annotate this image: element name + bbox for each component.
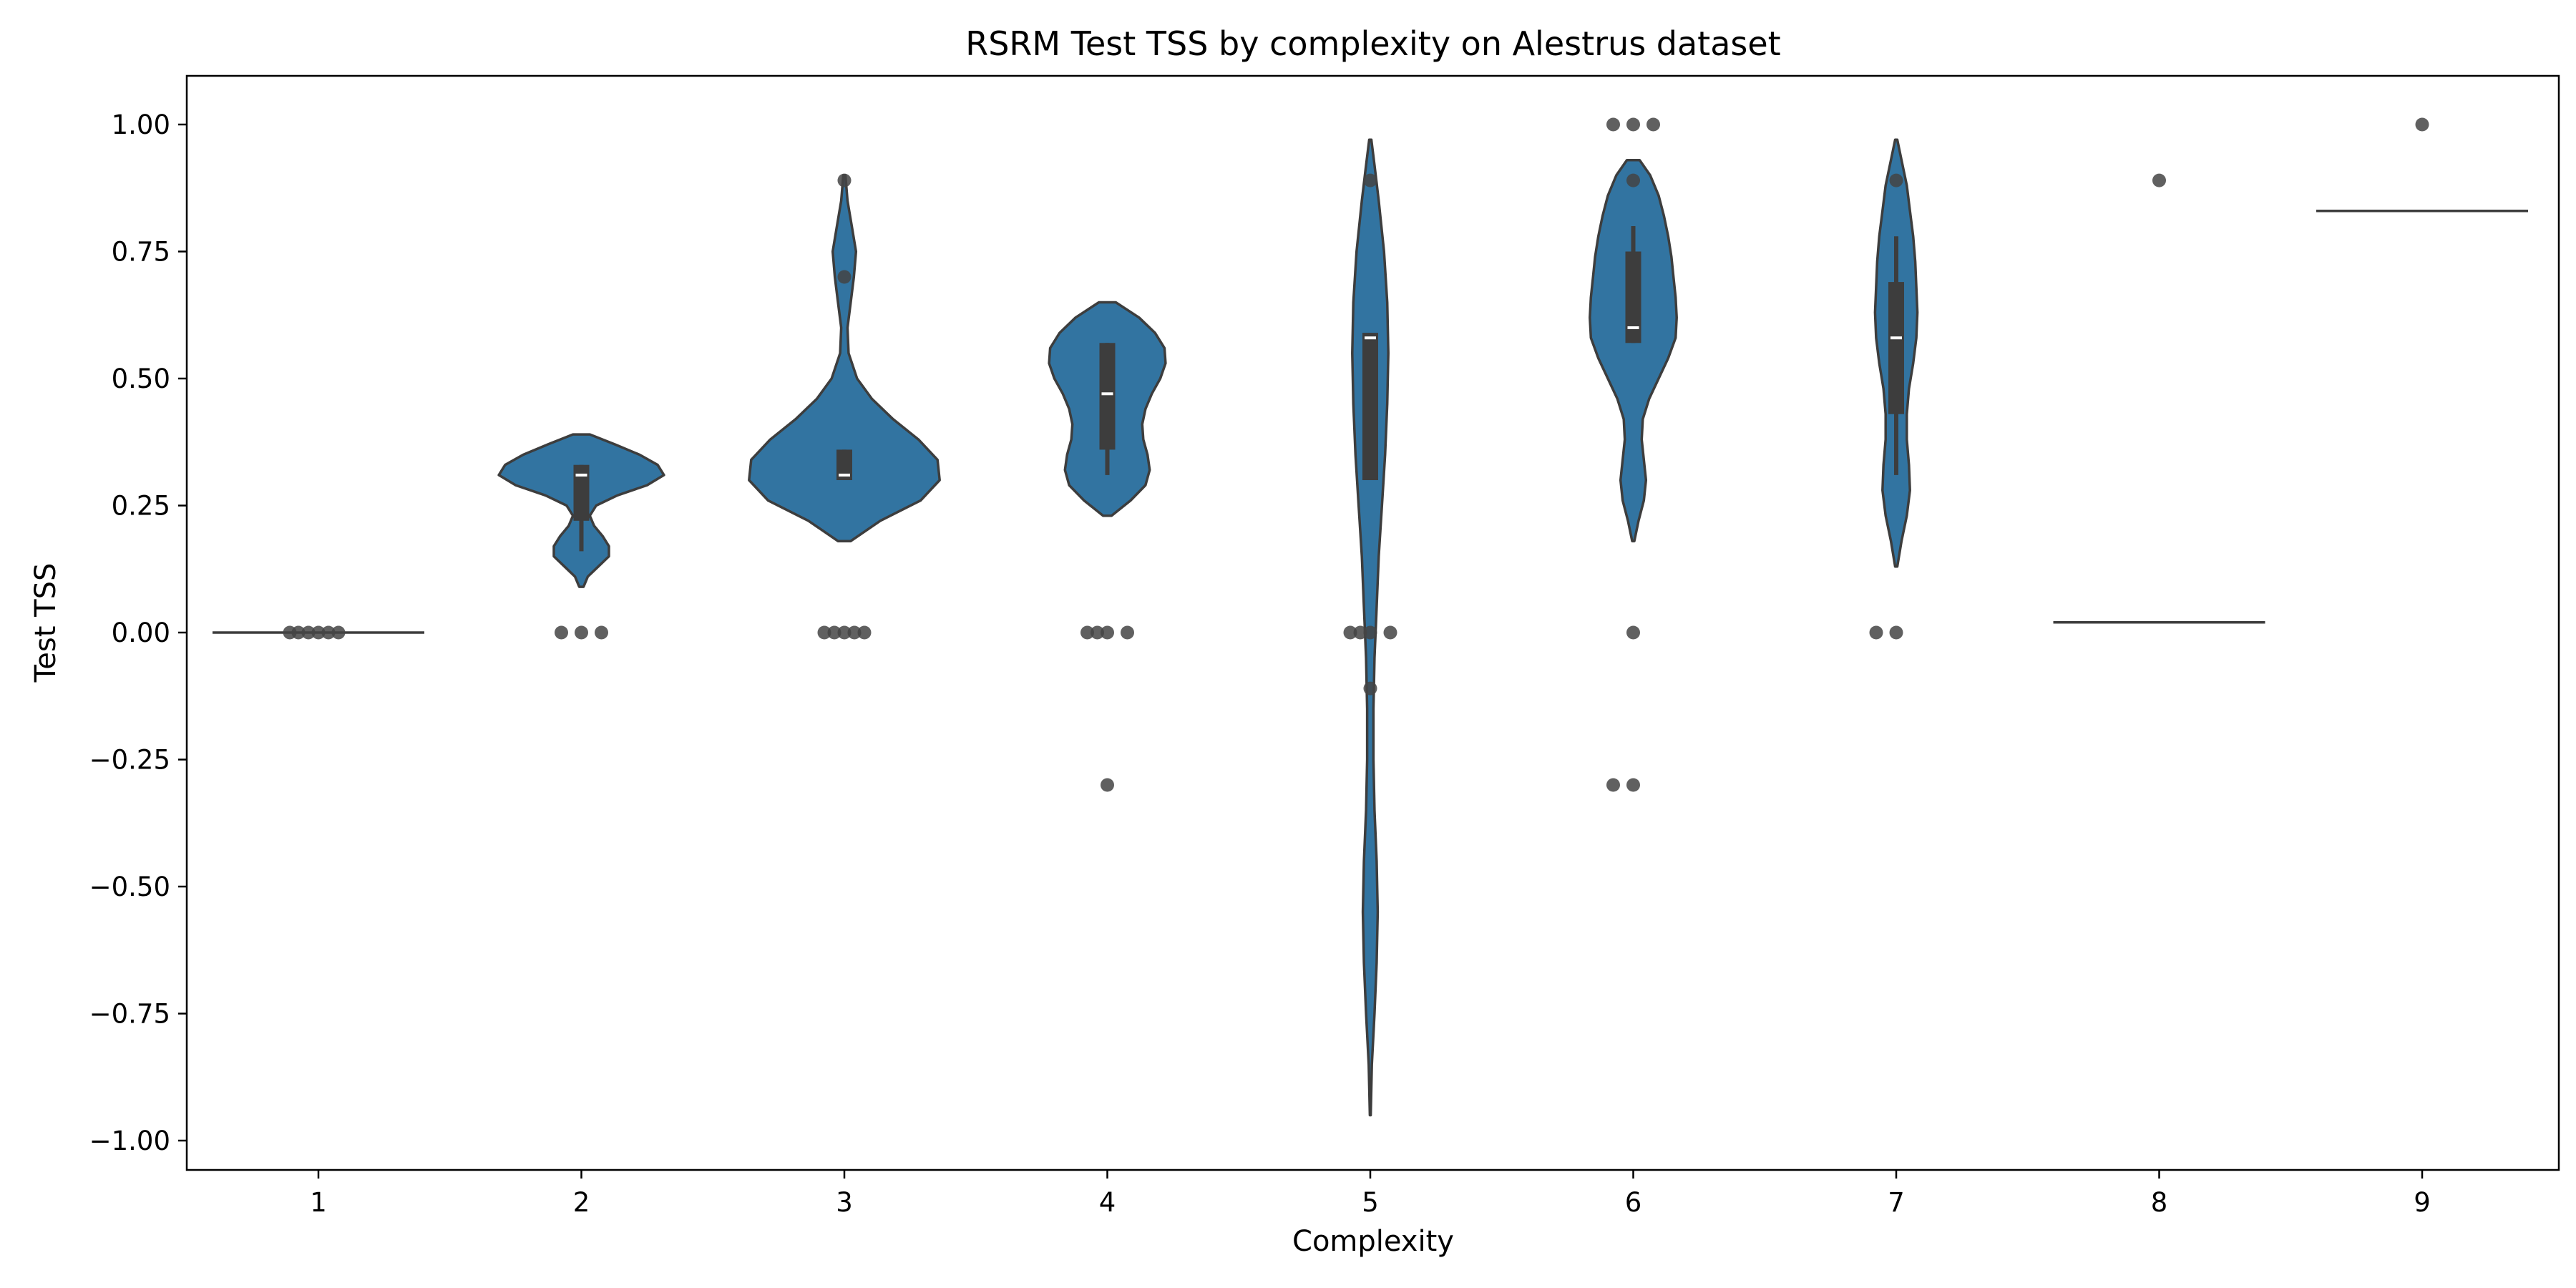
data-point bbox=[321, 625, 336, 640]
data-point bbox=[1626, 173, 1640, 187]
y-tick-label: −0.50 bbox=[89, 872, 170, 902]
y-axis-label: Test TSS bbox=[29, 563, 62, 683]
data-point bbox=[1353, 625, 1367, 640]
x-tick-label: 4 bbox=[1099, 1187, 1116, 1218]
violin-group-2 bbox=[497, 433, 665, 640]
violin-group-3 bbox=[748, 173, 941, 640]
data-point bbox=[1363, 625, 1377, 640]
x-tick-label: 7 bbox=[1888, 1187, 1905, 1218]
data-point bbox=[595, 625, 608, 640]
y-tick-label: 0.25 bbox=[112, 491, 170, 522]
violin-box bbox=[573, 464, 590, 521]
data-point bbox=[301, 625, 316, 640]
violin-group-8 bbox=[2053, 173, 2265, 624]
data-point bbox=[1889, 173, 1903, 187]
y-axis: 1.00 0.75 0.50 0.25 0.00 −0.25 −0.50 −0.75 −1.00 bbox=[89, 109, 187, 1156]
plot-area bbox=[213, 117, 2528, 1117]
x-tick-label: 6 bbox=[1625, 1187, 1642, 1218]
y-tick-label: 0.75 bbox=[112, 237, 170, 268]
data-point bbox=[1363, 173, 1377, 187]
data-point bbox=[283, 625, 297, 640]
data-point bbox=[2415, 117, 2429, 132]
data-point bbox=[1343, 625, 1357, 640]
violin-box bbox=[1625, 251, 1641, 343]
x-tick-label: 5 bbox=[1362, 1187, 1379, 1218]
x-axis-label: Complexity bbox=[1292, 1225, 1454, 1258]
x-axis: 1 2 3 4 5 6 7 8 9 bbox=[310, 1170, 2431, 1218]
x-tick-label: 2 bbox=[573, 1187, 590, 1218]
violin-box bbox=[836, 449, 852, 480]
x-tick-label: 3 bbox=[836, 1187, 853, 1218]
data-point bbox=[817, 625, 831, 640]
data-point bbox=[331, 625, 346, 640]
data-point bbox=[1646, 117, 1660, 132]
y-tick-label: −0.75 bbox=[89, 999, 170, 1030]
violin-box bbox=[1362, 333, 1378, 480]
data-point bbox=[827, 625, 841, 640]
data-point bbox=[1626, 625, 1640, 640]
data-point bbox=[1383, 625, 1397, 640]
violin-group-5 bbox=[1343, 138, 1397, 1117]
data-point bbox=[1606, 117, 1620, 132]
data-point bbox=[1121, 625, 1134, 640]
data-point bbox=[837, 173, 852, 187]
data-point bbox=[1626, 778, 1640, 792]
data-point bbox=[1889, 625, 1903, 640]
violin-group-9 bbox=[2316, 117, 2528, 213]
data-point bbox=[837, 270, 852, 284]
y-tick-label: 1.00 bbox=[112, 109, 170, 140]
y-tick-label: −0.25 bbox=[89, 745, 170, 776]
violin-group-7 bbox=[1869, 138, 1919, 640]
y-tick-label: 0.50 bbox=[112, 364, 170, 394]
data-point bbox=[555, 625, 568, 640]
data-point bbox=[1101, 778, 1114, 792]
x-tick-label: 8 bbox=[2151, 1187, 2168, 1218]
data-point bbox=[1869, 625, 1883, 640]
violin-group-1 bbox=[213, 625, 424, 640]
data-point bbox=[857, 625, 872, 640]
plot-frame bbox=[185, 74, 2560, 1171]
x-tick-label: 9 bbox=[2414, 1187, 2431, 1218]
x-tick-label: 1 bbox=[310, 1187, 327, 1218]
data-point bbox=[1363, 681, 1377, 696]
data-point bbox=[2152, 173, 2166, 187]
violin-group-6 bbox=[1589, 117, 1678, 792]
data-point bbox=[311, 625, 326, 640]
data-point bbox=[1091, 625, 1104, 640]
violin-group-4 bbox=[1048, 301, 1167, 792]
data-point bbox=[575, 625, 588, 640]
data-point bbox=[1606, 778, 1620, 792]
violin-body bbox=[1589, 158, 1678, 542]
data-point bbox=[1080, 625, 1094, 640]
chart-title: RSRM Test TSS by complexity on Alestrus … bbox=[965, 24, 1780, 63]
violin-box bbox=[1099, 343, 1116, 450]
data-point bbox=[847, 625, 862, 640]
data-point bbox=[1101, 625, 1114, 640]
data-point bbox=[837, 625, 852, 640]
violin-body bbox=[748, 174, 941, 542]
y-tick-label: 0.00 bbox=[112, 618, 170, 648]
violin-box bbox=[1888, 282, 1904, 414]
y-tick-label: −1.00 bbox=[89, 1126, 170, 1156]
data-point bbox=[1626, 117, 1640, 132]
